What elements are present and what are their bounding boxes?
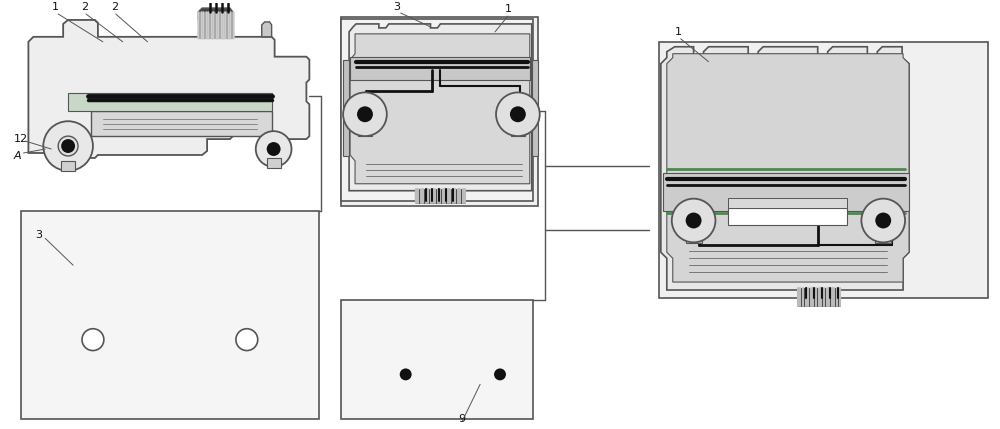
Circle shape [236, 329, 258, 350]
Text: 3: 3 [35, 230, 42, 240]
Text: 9: 9 [459, 414, 466, 424]
Circle shape [58, 136, 78, 156]
Polygon shape [68, 94, 272, 111]
Circle shape [875, 212, 891, 229]
Polygon shape [663, 173, 909, 211]
Circle shape [343, 92, 387, 136]
Polygon shape [798, 290, 840, 304]
Text: 1: 1 [675, 27, 682, 37]
Bar [686, 233, 702, 243]
Bar [21, 211, 319, 419]
Circle shape [43, 121, 93, 171]
Polygon shape [416, 191, 465, 202]
Bar [61, 161, 75, 171]
Text: 3: 3 [393, 2, 400, 12]
Polygon shape [343, 60, 349, 156]
Bar [267, 158, 281, 168]
Bar [798, 288, 840, 306]
Circle shape [61, 139, 75, 153]
Polygon shape [661, 47, 909, 290]
Circle shape [672, 199, 715, 242]
Bar [728, 198, 847, 208]
Circle shape [400, 369, 412, 381]
Circle shape [861, 199, 905, 242]
Circle shape [496, 92, 540, 136]
Polygon shape [349, 24, 532, 191]
Polygon shape [350, 34, 530, 184]
Bar [341, 300, 533, 419]
Text: 2: 2 [111, 2, 118, 12]
Bar [875, 233, 891, 243]
Circle shape [686, 212, 702, 229]
Circle shape [256, 131, 292, 167]
Bar [511, 127, 525, 136]
Circle shape [510, 106, 526, 122]
Bar [416, 189, 465, 202]
Circle shape [494, 369, 506, 381]
Circle shape [267, 142, 281, 156]
Polygon shape [91, 111, 272, 136]
Bar [198, 12, 233, 38]
Circle shape [82, 329, 104, 350]
Polygon shape [532, 60, 538, 156]
Text: A: A [14, 151, 21, 161]
Circle shape [357, 106, 373, 122]
Text: 1: 1 [504, 4, 511, 14]
Polygon shape [350, 57, 530, 79]
Bar [659, 42, 988, 298]
Polygon shape [667, 54, 909, 282]
Polygon shape [28, 20, 309, 158]
Polygon shape [198, 8, 233, 20]
Polygon shape [262, 22, 272, 37]
Bar [341, 17, 538, 205]
Bar [341, 19, 533, 201]
Text: 12: 12 [14, 134, 28, 144]
Text: 1: 1 [52, 2, 59, 12]
Text: 2: 2 [81, 2, 89, 12]
Bar [358, 127, 372, 136]
Bar [728, 208, 847, 226]
